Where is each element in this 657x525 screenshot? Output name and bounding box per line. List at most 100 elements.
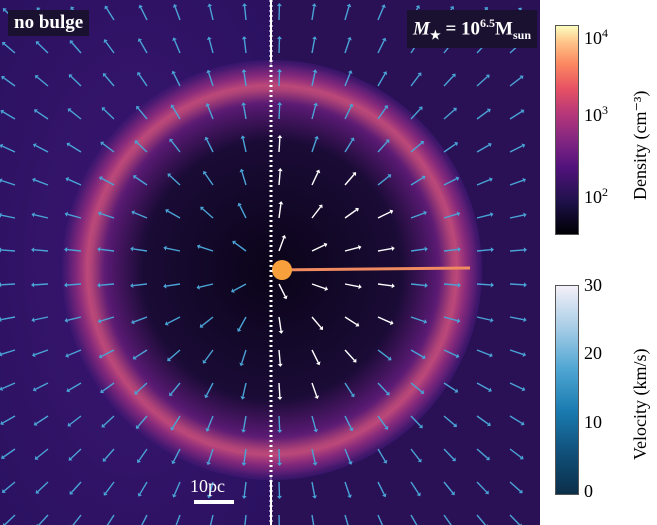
velocity-arrow-head [131,210,136,215]
velocity-arrow [101,177,115,186]
velocity-arrow [344,173,355,186]
velocity-arrow-head [312,462,318,466]
velocity-arrow [311,283,326,290]
velocity-arrow [344,382,354,396]
velocity-arrow-head [391,283,395,289]
velocity-arrow-head [241,495,247,499]
velocity-colorbar [555,285,579,495]
velocity-arrow [509,179,524,186]
velocity-arrow-head [33,109,38,114]
velocity-arrow-head [32,143,37,148]
velocity-arrow-head [205,103,211,107]
velocity-arrow-head [0,212,2,218]
velocity-arrow [311,206,322,219]
velocity-arrow-head [490,317,494,323]
velocity-arrow [344,246,359,252]
velocity-arrow [242,382,247,397]
velocity-arrow [170,140,181,153]
velocity-arrow [377,316,392,324]
velocity-arrow [443,448,455,460]
velocity-arrow-head [383,105,389,109]
velocity-arrow [311,6,315,21]
velocity-arrow [172,106,181,120]
velocity-arrow [241,349,247,364]
velocity-arrow-head [418,424,423,429]
velocity-arrow [137,107,148,120]
velocity-arrow-head [278,201,284,205]
velocity-arrow-head [70,6,75,11]
velocity-arrow [410,415,422,427]
velocity-arrow-head [196,284,200,290]
velocity-arrow-head [381,37,387,42]
velocity-arrow [104,448,115,460]
velocity-arrow [476,144,490,153]
velocity-arrow-head [417,458,422,463]
velocity-arrow-head [520,421,525,426]
velocity-arrow [443,248,458,252]
velocity-arrow-head [382,459,388,464]
velocity-arrow-head [485,456,490,461]
velocity-arrow-head [423,319,428,324]
velocity-arrow [173,39,181,54]
velocity-arrow [1,214,16,219]
velocity-arrows [0,3,527,525]
velocity-arrow [476,316,491,321]
velocity-arrow-head [242,3,248,7]
velocity-arrow-head [347,70,353,74]
velocity-arrow [410,177,424,186]
velocity-arrow [443,178,457,186]
velocity-arrow-head [449,5,454,10]
velocity-arrow [167,210,181,219]
velocity-arrow-head [350,137,355,142]
velocity-arrow-head [205,428,211,432]
velocity-arrow [69,109,82,120]
velocity-arrow-head [1,488,6,493]
velocity-arrow-head [64,247,68,253]
velocity-arrow-head [389,209,394,215]
velocity-arrow-head [2,522,6,525]
velocity-arrow-head [455,353,460,359]
velocity-arrow [169,174,181,186]
velocity-arrow [204,173,214,186]
velocity-arrow [443,283,459,286]
velocity-arrow [207,415,214,430]
velocity-arrow-head [241,69,247,73]
velocity-arrow [509,514,521,525]
velocity-arrow-head [241,36,247,40]
velocity-arrow-head [131,319,135,325]
velocity-arrow [476,178,491,186]
velocity-arrow [443,349,457,357]
velocity-arrow [35,382,49,390]
velocity-arrow-head [312,36,317,40]
velocity-arrow-head [523,282,527,288]
velocity-arrow [105,41,115,54]
velocity-arrow-head [358,284,362,290]
velocity-arrow-head [202,171,208,175]
velocity-arrow-head [0,109,5,115]
velocity-arrow-head [389,320,394,325]
velocity-arrow-head [135,425,140,429]
velocity-arrow-head [130,246,134,252]
velocity-arrow [410,382,423,393]
velocity-arrow-head [487,142,492,148]
velocity-arrow [36,110,49,120]
velocity-arrow [344,514,349,525]
velocity-arrow-head [196,244,201,250]
velocity-arrow [243,481,247,496]
velocity-arrow [36,448,49,459]
velocity-arrow [476,514,487,525]
velocity-arrow-head [523,212,527,218]
velocity-arrow-head [276,36,282,40]
velocity-arrow [38,514,49,525]
velocity-arrow-head [172,37,177,42]
velocity-arrow-head [66,387,71,393]
velocity-arrow [443,481,454,494]
velocity-arrow [168,349,181,360]
velocity-arrow [311,244,325,252]
velocity-arrow [103,415,115,427]
velocity-arrow [377,247,392,252]
velocity-arrow [509,249,525,252]
velocity-arrow [509,145,523,153]
velocity-arrow [344,139,353,153]
velocity-arrow-head [318,204,323,209]
